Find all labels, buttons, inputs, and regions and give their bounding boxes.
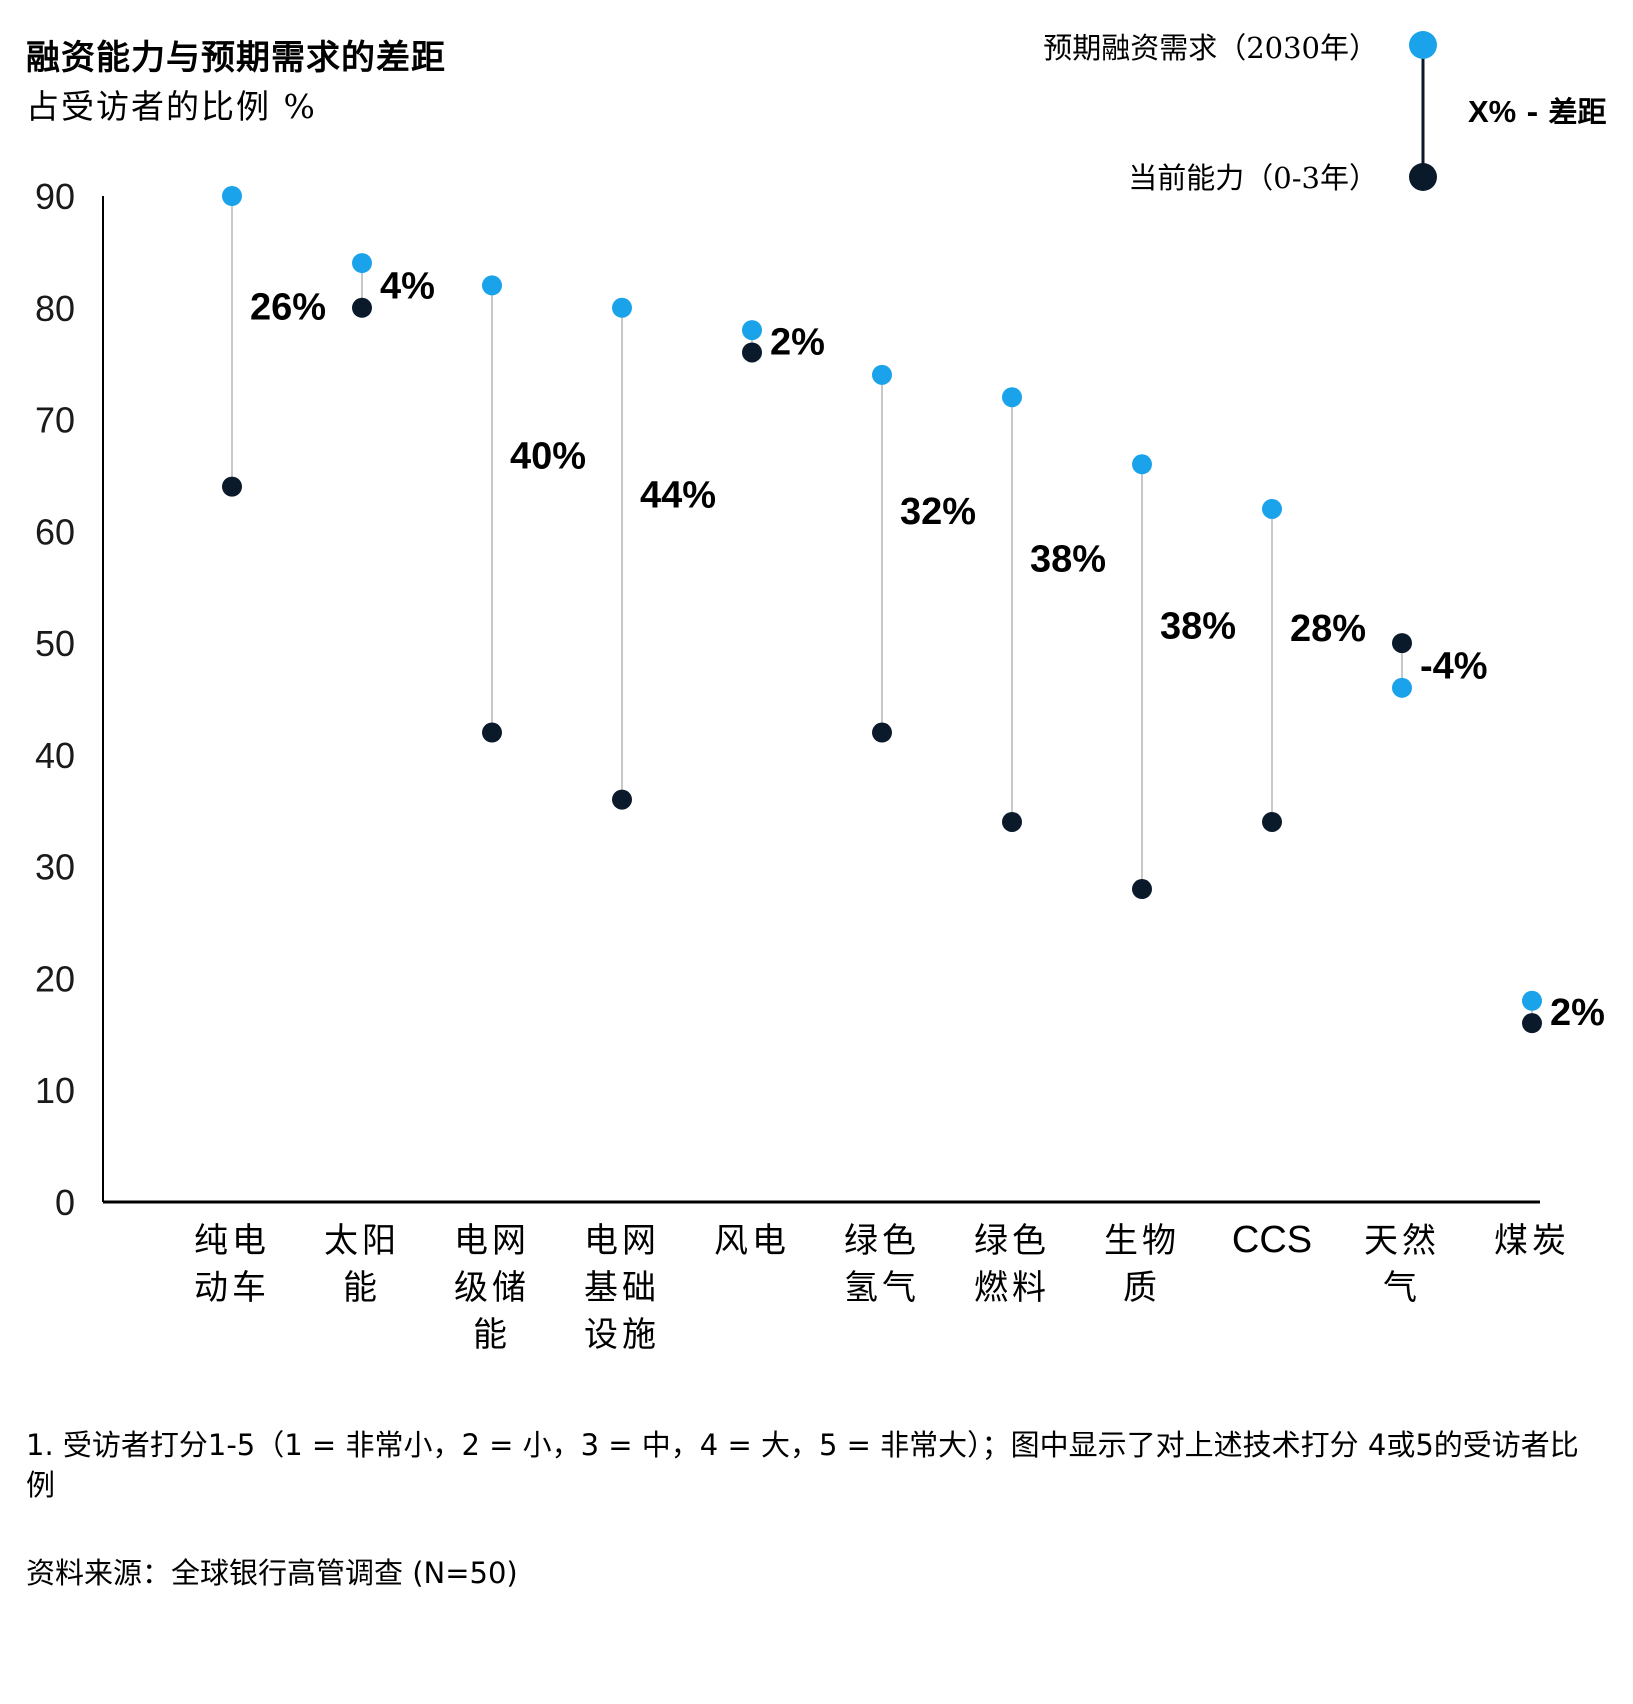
gap-label: 44% [640,475,716,517]
category-label: 燃料 [974,1268,1050,1308]
category-label: 太阳 [324,1221,400,1261]
category-label: 风电 [714,1221,790,1261]
current-point [872,722,892,743]
category-label: 气 [1383,1268,1421,1308]
expected-point [222,186,242,206]
expected-point [872,364,892,385]
y-tick-label: 80 [35,288,75,329]
legend-gap-suffix: - 差距 [1516,95,1606,129]
category-label: 绿色 [844,1221,920,1261]
gap-label: 38% [1030,539,1106,581]
current-point [612,789,632,810]
gap-label: -4% [1420,645,1488,687]
category-label: 能 [473,1315,511,1355]
legend-expected-marker [1409,31,1437,59]
expected-point [1522,990,1542,1011]
category-label: 电网 [454,1221,530,1261]
gap-label: 38% [1160,606,1236,648]
expected-point [1132,454,1152,475]
category-label: 煤炭 [1494,1221,1570,1261]
category-label: 基础 [584,1268,660,1308]
current-point [1132,879,1152,900]
gap-label: 32% [900,491,976,533]
expected-point [1002,387,1022,408]
chart-subtitle: 占受访者的比例 % [26,87,317,126]
category-label: 天然 [1364,1221,1440,1261]
expected-point [1262,498,1282,519]
gap-label: 28% [1290,608,1366,650]
current-point [1522,1013,1542,1034]
category-label: 电网 [584,1221,660,1261]
expected-point [1392,677,1412,698]
current-point [1262,811,1282,832]
y-tick-label: 20 [35,958,75,999]
gap-label: 26% [250,286,326,328]
category-label: CCS [1232,1219,1312,1261]
category-label: 绿色 [974,1221,1050,1261]
legend: 预期融资需求（2030年） 当前能力（0-3年） X% - 差距 [1043,31,1606,195]
gap-label: 40% [510,435,586,477]
expected-point [742,320,762,341]
category-label: 级储 [454,1268,530,1308]
y-tick-label: 0 [55,1182,75,1223]
current-point [1002,811,1022,832]
gap-label: 4% [380,265,435,307]
legend-current-label: 当前能力（0-3年） [1128,161,1378,195]
current-point [352,297,372,318]
axes: 0 10 20 30 40 50 60 70 80 90 [35,176,1540,1223]
expected-point [352,253,372,274]
y-tick-label: 50 [35,623,75,664]
legend-gap-label: X% - 差距 [1468,94,1606,129]
current-point [222,476,242,497]
marks: 26% 4% 40% 44% 2% 32% 38% 38% 28% -4% 2% [222,186,1605,1034]
category-label: 设施 [584,1315,660,1355]
category-label: 氢气 [844,1268,920,1308]
footnote: 1. 受访者打分1-5（1 = 非常小，2 = 小，3 = 中，4 = 大，5 … [26,1428,1579,1502]
expected-point [612,297,632,318]
category-label: 生物 [1104,1221,1180,1261]
y-tick-label: 60 [35,511,75,552]
y-tick-label: 70 [35,400,75,441]
category-label: 能 [343,1268,381,1308]
category-label: 动车 [194,1268,270,1308]
expected-point [482,275,502,296]
chart-title: 融资能力与预期需求的差距 [26,38,446,78]
current-point [742,342,762,363]
legend-current-marker [1409,163,1437,191]
y-tick-label: 30 [35,847,75,888]
gap-label: 2% [1550,992,1605,1034]
legend-expected-label: 预期融资需求（2030年） [1043,31,1378,65]
category-label: 质 [1123,1268,1161,1308]
source-note: 资料来源：全球银行高管调查 (N=50) [26,1556,518,1590]
y-tick-label: 10 [35,1070,75,1111]
gap-label: 2% [770,321,825,363]
current-point [1392,633,1412,654]
y-tick-label: 40 [35,735,75,776]
y-tick-label: 90 [35,176,75,217]
category-label: 纯电 [194,1221,270,1261]
current-point [482,722,502,743]
